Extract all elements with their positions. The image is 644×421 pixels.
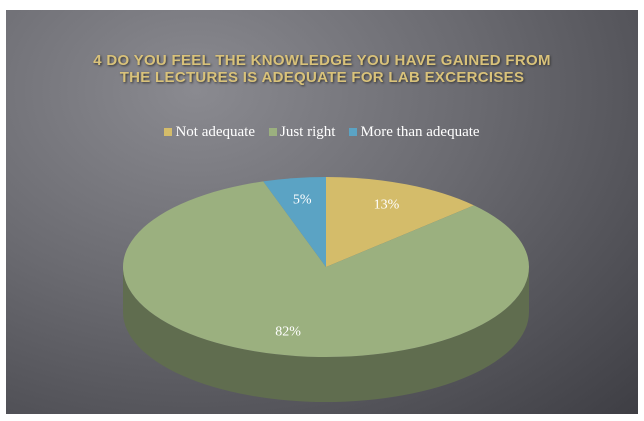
legend-swatch [349,128,358,136]
legend-swatch [269,128,277,136]
data-label: 82% [275,325,301,340]
slice [263,177,326,267]
legend-swatch [164,128,173,136]
legend: Not adequate Just right More than adequate [0,124,644,141]
legend-item: Just right [269,124,335,141]
legend-label: Just right [280,124,336,140]
legend-label: More than adequate [360,124,480,140]
legend-item: Not adequate [164,124,255,141]
legend-label: Not adequate [175,124,255,140]
slice-side [123,267,529,402]
data-label: 13% [374,197,400,212]
slice [326,177,474,267]
slice [122,181,529,357]
legend-item: More than adequate [349,124,480,141]
data-label: 5% [293,193,312,208]
chart-title: 4 DO YOU FEEL THE KNOWLEDGE YOU HAVE GAI… [93,52,551,86]
